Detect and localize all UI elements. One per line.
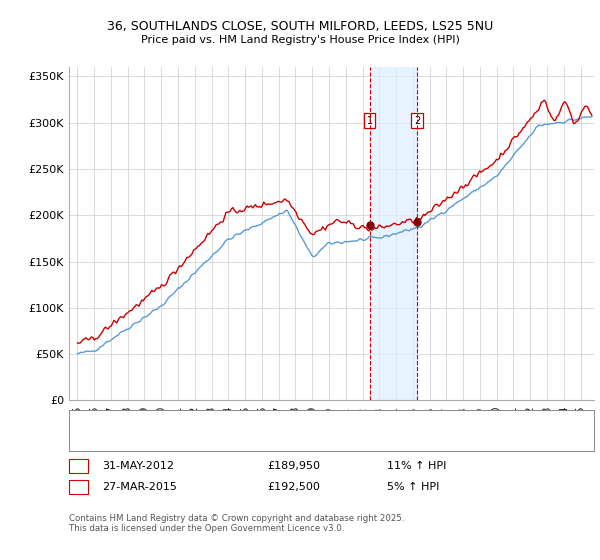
Text: 36, SOUTHLANDS CLOSE, SOUTH MILFORD, LEEDS, LS25 5NU: 36, SOUTHLANDS CLOSE, SOUTH MILFORD, LEE… <box>107 20 493 32</box>
Bar <box>370 67 417 400</box>
Text: 1: 1 <box>367 116 373 126</box>
Text: 2: 2 <box>414 116 420 126</box>
Text: 31-MAY-2012: 31-MAY-2012 <box>102 461 174 471</box>
Text: 1: 1 <box>75 461 82 471</box>
Text: HPI: Average price, semi-detached house, North Yorkshire: HPI: Average price, semi-detached house,… <box>108 435 390 445</box>
Text: Price paid vs. HM Land Registry's House Price Index (HPI): Price paid vs. HM Land Registry's House … <box>140 35 460 45</box>
Text: £192,500: £192,500 <box>267 482 320 492</box>
Text: 36, SOUTHLANDS CLOSE, SOUTH MILFORD, LEEDS, LS25 5NU (semi-detached house): 36, SOUTHLANDS CLOSE, SOUTH MILFORD, LEE… <box>108 417 525 427</box>
Text: Contains HM Land Registry data © Crown copyright and database right 2025.
This d: Contains HM Land Registry data © Crown c… <box>69 514 404 534</box>
Text: 2: 2 <box>75 482 82 492</box>
Text: £189,950: £189,950 <box>267 461 320 471</box>
Text: 27-MAR-2015: 27-MAR-2015 <box>102 482 177 492</box>
Text: 11% ↑ HPI: 11% ↑ HPI <box>387 461 446 471</box>
Text: 5% ↑ HPI: 5% ↑ HPI <box>387 482 439 492</box>
